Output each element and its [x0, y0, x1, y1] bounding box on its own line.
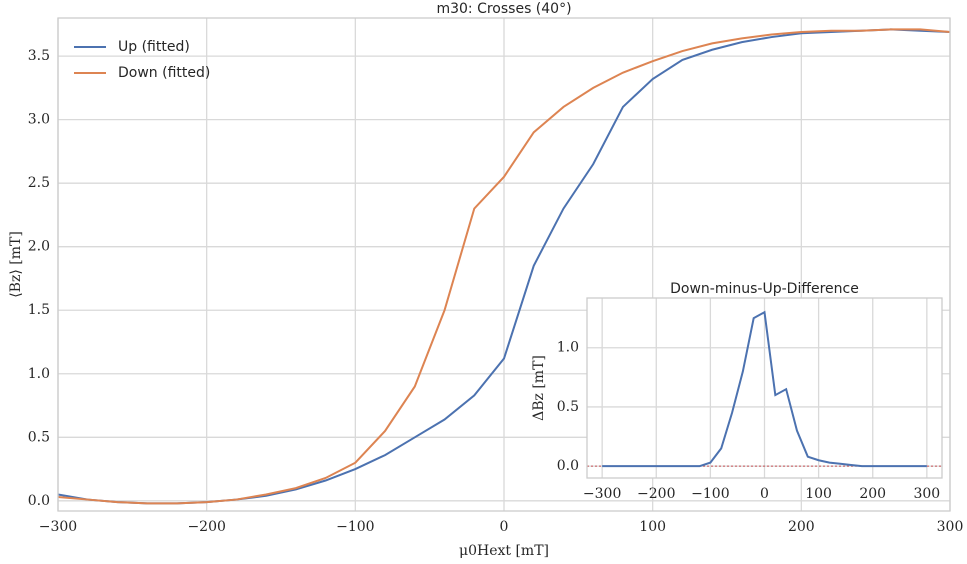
y-tick-label: 2.5	[28, 175, 50, 191]
x-tick-label: −200	[187, 519, 225, 535]
y-tick-label: 3.0	[28, 112, 50, 128]
x-tick-label: 300	[937, 519, 964, 535]
x-axis-label: μ0Hext [mT]	[459, 543, 549, 559]
x-tick-label: 0	[760, 486, 769, 502]
x-tick-label: 200	[859, 486, 886, 502]
y-tick-label: 3.5	[28, 48, 50, 64]
y-tick-label: 1.5	[28, 302, 50, 318]
y-tick-label: 0.5	[28, 429, 50, 445]
y-tick-label: 0.0	[28, 493, 50, 509]
y-axis-label: ΔBz [mT]	[531, 355, 547, 421]
line-series	[602, 310, 927, 468]
legend-label: Up (fitted)	[118, 39, 190, 55]
y-tick-label: 1.0	[28, 366, 50, 382]
chart-title: m30: Crosses (40°)	[436, 1, 571, 17]
y-tick-label: 0.5	[557, 399, 579, 415]
x-tick-label: 300	[913, 486, 940, 502]
y-tick-label: 1.0	[557, 340, 579, 356]
x-tick-label: −100	[691, 486, 729, 502]
y-tick-label: 2.0	[28, 239, 50, 255]
plot-frame	[586, 297, 943, 479]
y-axis-label: ⟨Bz⟩ [mT]	[8, 231, 24, 298]
x-tick-label: 0	[500, 519, 509, 535]
chart-title: Down-minus-Up-Difference	[670, 281, 859, 297]
x-tick-label: 100	[639, 519, 666, 535]
x-tick-label: −300	[39, 519, 77, 535]
y-tick-label: 0.0	[557, 458, 579, 474]
x-tick-label: −200	[637, 486, 675, 502]
x-tick-label: −100	[336, 519, 374, 535]
plot-frame	[57, 17, 951, 512]
x-tick-label: 200	[788, 519, 815, 535]
legend-label: Down (fitted)	[118, 65, 210, 81]
x-tick-label: −300	[583, 486, 621, 502]
line-series	[57, 28, 951, 505]
x-tick-label: 100	[805, 486, 832, 502]
